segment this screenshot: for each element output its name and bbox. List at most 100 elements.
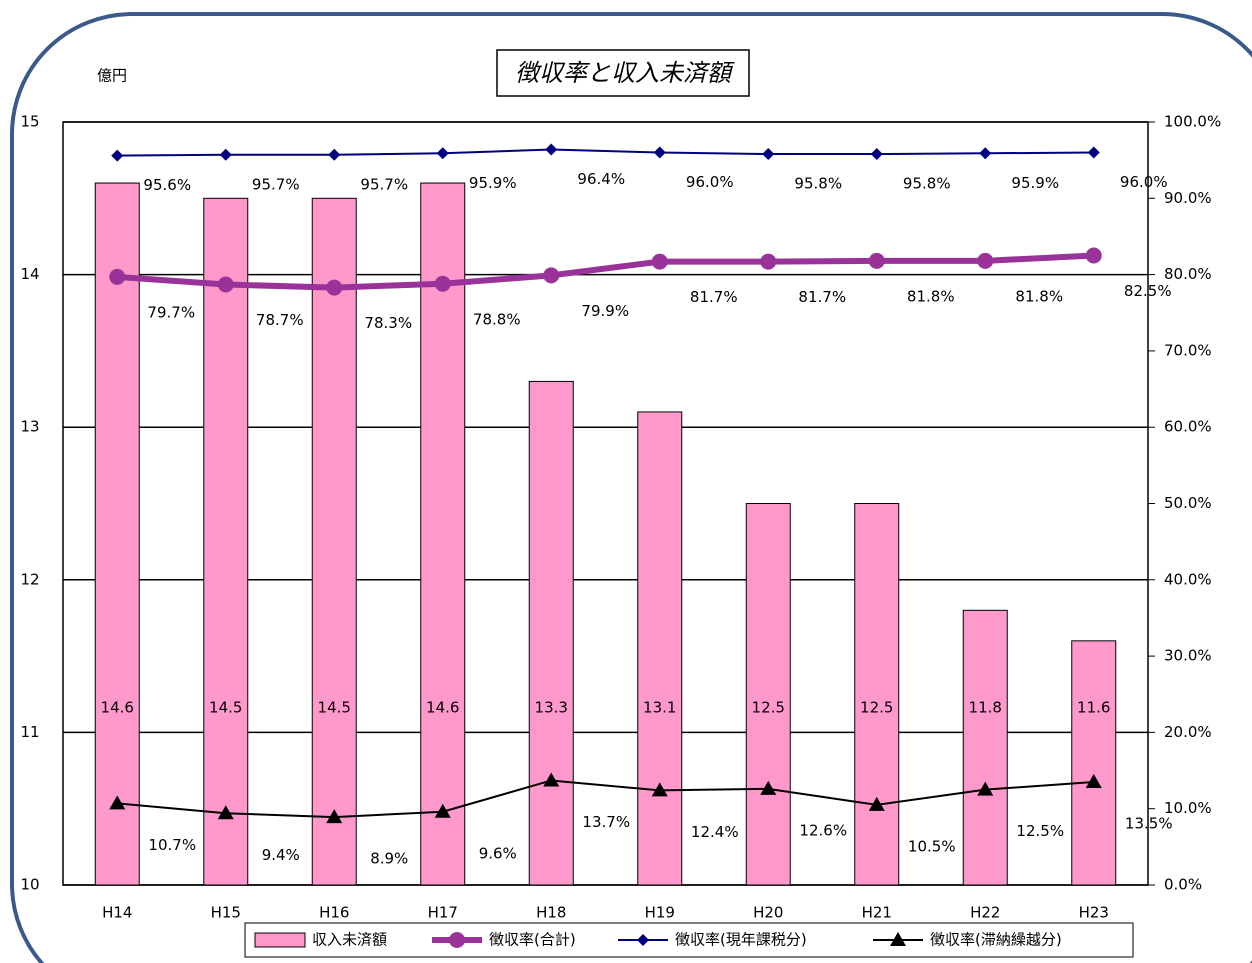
line [117,252,1094,291]
y2-tick-label: 20.0% [1164,723,1212,741]
data-label: 9.4% [262,846,300,864]
point [434,803,451,818]
bar-label: 13.1 [643,699,676,717]
data-label: 12.4% [691,823,739,841]
bar [1071,640,1117,886]
bar-label: 12.5 [860,699,893,717]
data-label: 95.9% [469,174,517,192]
x-tick-label: H20 [753,904,783,922]
bar [203,197,249,886]
bar-label: 14.5 [209,699,242,717]
point [1085,773,1102,788]
point [217,805,234,820]
data-label: 96.4% [577,170,625,188]
y2-tick-label: 40.0% [1164,570,1212,588]
point [545,143,558,156]
point [1085,247,1102,264]
point [543,267,560,284]
data-label: 78.7% [256,311,304,329]
data-label: 95.9% [1011,174,1059,192]
point [217,276,234,293]
x-tick-label: H15 [211,904,241,922]
title-box [496,49,750,97]
data-label: 10.5% [908,837,956,855]
legend-label: 収入未済額 [312,931,387,949]
bar [528,380,574,886]
y2-tick-label: 60.0% [1164,418,1212,436]
point [760,253,777,270]
data-label: 12.6% [799,821,847,839]
point [1087,146,1100,159]
y-axis-label: 億円 [97,67,127,85]
legend-label: 徴収率(現年課税分) [675,931,807,949]
point [219,148,232,161]
bar [962,609,1008,886]
y2-tick-label: 10.0% [1164,799,1212,817]
point [543,772,560,787]
point [762,148,775,161]
bar [94,182,140,886]
bar [311,197,357,886]
bar-label: 14.5 [318,699,351,717]
bar [854,503,900,886]
point [977,252,994,269]
data-label: 95.7% [252,175,300,193]
bar-label: 14.6 [101,699,134,717]
data-label: 81.8% [1015,287,1063,305]
x-tick-label: H22 [970,904,1000,922]
bar-label: 12.5 [752,699,785,717]
x-tick-label: H21 [862,904,892,922]
x-tick-label: H17 [428,904,458,922]
data-label: 78.8% [473,310,521,328]
y-tick-label: 15 [20,113,39,131]
legend-marker [637,934,649,946]
y-tick-label: 11 [20,723,39,741]
y2-tick-label: 80.0% [1164,265,1212,283]
data-label: 79.7% [147,303,195,321]
y2-tick-label: 100.0% [1164,113,1221,131]
point [868,252,885,269]
data-label: 9.6% [479,844,517,862]
point [111,149,124,162]
legend-swatch [254,932,306,948]
y2-tick-label: 50.0% [1164,494,1212,512]
y-tick-label: 12 [20,570,39,588]
line [117,148,1094,157]
bar [745,503,791,886]
y-tick-label: 14 [20,265,39,283]
legend-marker [449,932,465,948]
x-tick-label: H23 [1079,904,1109,922]
point [326,279,343,296]
data-label: 95.8% [794,175,842,193]
y2-tick-label: 90.0% [1164,189,1212,207]
legend-label: 徴収率(滞納繰越分) [930,931,1062,949]
bar [637,411,683,886]
data-label: 79.9% [581,302,629,320]
data-label: 95.8% [903,175,951,193]
point [979,147,992,160]
x-tick-label: H18 [536,904,566,922]
data-label: 13.5% [1125,814,1173,832]
x-tick-label: H14 [102,904,132,922]
data-label: 81.7% [690,288,738,306]
bar-label: 11.6 [1077,699,1110,717]
y2-tick-label: 30.0% [1164,647,1212,665]
data-label: 96.0% [1120,173,1168,191]
data-label: 12.5% [1016,822,1064,840]
x-tick-label: H16 [319,904,349,922]
data-label: 81.7% [798,288,846,306]
point [434,275,451,292]
point [868,796,885,811]
line [117,779,1094,819]
point [326,809,343,824]
y-tick-label: 10 [20,876,39,894]
data-label: 10.7% [148,836,196,854]
data-label: 82.5% [1124,282,1172,300]
x-tick-label: H19 [645,904,675,922]
point [328,148,341,161]
chart-title: 徴収率と収入未済額 [515,59,735,87]
y-tick-label: 13 [20,418,39,436]
legend-label: 徴収率(合計) [489,931,576,949]
